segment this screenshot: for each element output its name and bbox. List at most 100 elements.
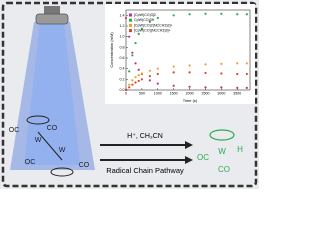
lamp-head xyxy=(35,13,69,25)
data-point xyxy=(137,73,140,77)
data-point xyxy=(188,13,191,16)
chain-border xyxy=(1,1,258,188)
data-point xyxy=(131,51,134,54)
legend-swatch xyxy=(129,23,132,27)
data-point xyxy=(134,76,137,79)
data-point xyxy=(137,32,140,36)
y-axis-label: Concentration (mM) xyxy=(109,32,114,68)
data-point xyxy=(156,67,159,70)
y-tick-label: 0.0 xyxy=(120,88,125,92)
y-tick-label: 1.2 xyxy=(120,24,125,28)
data-point xyxy=(140,27,143,30)
legend-swatch xyxy=(129,18,132,22)
data-point xyxy=(188,64,191,67)
reagents: H⁺, CH₃CN xyxy=(127,133,163,140)
light-core xyxy=(24,22,80,165)
data-point xyxy=(128,86,131,89)
lamp-top xyxy=(44,6,60,16)
x-tick-label: 2000 xyxy=(186,91,194,95)
y-tick-label: 0.2 xyxy=(120,77,125,81)
data-point xyxy=(128,35,131,38)
legend-label: CpW(CO)3H xyxy=(134,18,155,22)
y-tick-label: 1.4 xyxy=(120,13,125,17)
data-point xyxy=(134,41,137,45)
atom-label: CO xyxy=(79,162,90,169)
data-point xyxy=(148,75,151,78)
data-point xyxy=(236,86,239,89)
y-tick-label: 0.4 xyxy=(120,67,125,71)
data-point xyxy=(236,13,239,16)
data-point xyxy=(134,81,137,84)
x-tick-label: 2500 xyxy=(201,91,209,95)
data-point xyxy=(188,85,191,88)
data-point xyxy=(204,63,207,66)
data-point xyxy=(137,68,140,71)
atom-label: W xyxy=(218,147,226,156)
data-point xyxy=(131,83,134,86)
legend-label: [CpW(CO)2(NCCH3)2]+ xyxy=(134,23,173,27)
x-tick-label: 1000 xyxy=(154,91,162,95)
data-point xyxy=(134,62,137,65)
x-axis-label: Time (s) xyxy=(183,98,198,103)
legend-label: [CpW(CO)(NCCH3)3]+ xyxy=(134,29,171,33)
data-point xyxy=(245,86,248,89)
cp-ring xyxy=(209,129,235,141)
data-point xyxy=(245,72,248,76)
legend-label: [CpW(CO)3]2 xyxy=(134,13,156,17)
graphical-abstract: H⁺, CH₃CN Radical Chain Pathway Concentr… xyxy=(0,0,259,189)
chart-panel xyxy=(105,4,255,104)
data-point xyxy=(148,20,151,23)
atom-label: OC xyxy=(25,159,36,166)
legend-swatch xyxy=(129,13,132,17)
x-tick-label: 3000 xyxy=(217,91,225,95)
data-point xyxy=(172,84,175,87)
x-tick-label: 3500 xyxy=(233,91,241,95)
arrow-head xyxy=(185,156,193,164)
data-point xyxy=(245,62,248,65)
light-beam xyxy=(10,22,95,170)
data-point xyxy=(124,16,128,20)
data-point xyxy=(128,83,131,86)
data-point xyxy=(220,62,223,65)
data-point xyxy=(220,86,223,89)
data-point xyxy=(236,72,239,76)
data-point xyxy=(124,88,128,92)
data-point xyxy=(148,69,151,72)
data-point xyxy=(140,72,143,75)
w-w-bond xyxy=(37,131,63,161)
data-point xyxy=(128,70,131,73)
data-point xyxy=(245,13,248,16)
data-point xyxy=(236,62,239,65)
data-point xyxy=(188,71,191,74)
data-point xyxy=(137,79,140,83)
data-point xyxy=(148,79,151,82)
atom-label: CO xyxy=(218,165,230,174)
atom-label: H xyxy=(237,145,243,154)
data-point xyxy=(172,65,175,68)
data-point xyxy=(156,82,159,85)
data-point xyxy=(156,16,159,20)
atom-label: OC xyxy=(197,153,209,162)
cp-ring xyxy=(50,167,74,177)
atom-label: W xyxy=(59,147,66,154)
arrow-head xyxy=(185,141,193,149)
data-point xyxy=(220,12,223,15)
data-point xyxy=(156,72,159,76)
data-point xyxy=(204,71,207,75)
data-point xyxy=(204,86,207,89)
cp-ring xyxy=(26,115,50,125)
x-tick-label: 500 xyxy=(139,91,145,95)
data-point xyxy=(204,12,207,15)
data-point xyxy=(220,72,223,75)
plot-frame xyxy=(125,9,251,91)
pathway: Radical Chain Pathway xyxy=(106,166,184,175)
data-point xyxy=(172,14,175,17)
data-point xyxy=(131,79,134,82)
legend-swatch xyxy=(129,29,132,33)
atom-label: OC xyxy=(9,127,20,134)
atom-label: CO xyxy=(47,125,58,132)
y-tick-label: 1.0 xyxy=(120,35,125,39)
data-point xyxy=(131,54,134,57)
atom-label: W xyxy=(35,137,42,144)
data-point xyxy=(172,71,175,74)
